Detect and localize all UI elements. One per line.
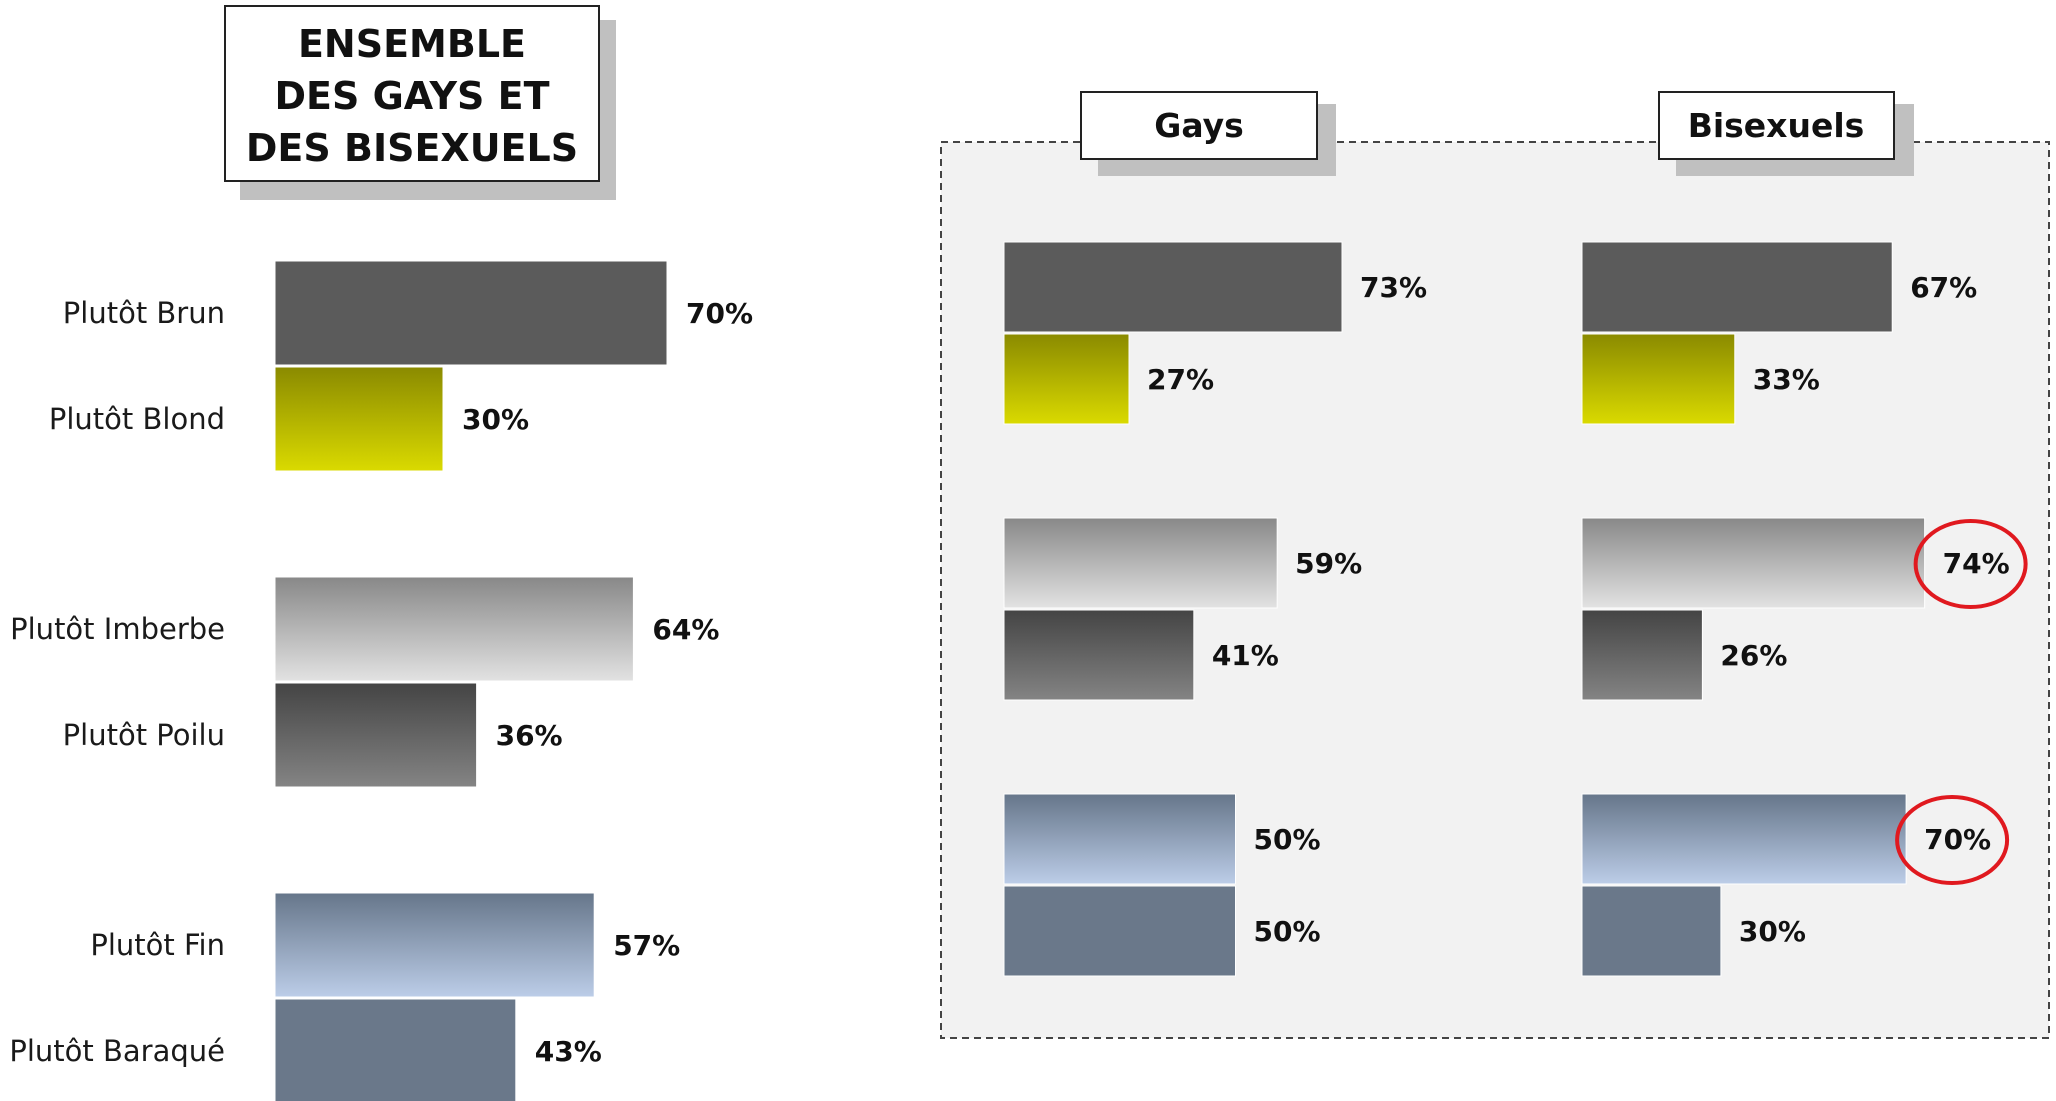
- category-label-brun: Plutôt Brun: [63, 296, 225, 330]
- gays-bar-fin: [1003, 793, 1236, 885]
- overall-bar-brun: [274, 260, 668, 366]
- overall-value-label-fin: 57%: [613, 929, 680, 962]
- bisexuels-highlight-circle-imberbe: [1913, 519, 2028, 609]
- category-label-fin: Plutôt Fin: [90, 928, 225, 962]
- overall-bar-imberbe: [274, 576, 634, 682]
- bisexuels-bar-blond: [1581, 333, 1736, 425]
- gays-value-label-blond: 27%: [1147, 363, 1214, 396]
- gays-bar-imberbe: [1003, 517, 1278, 609]
- bars-layer: 70% Plutôt Brun 30% Plutôt Blond 64% Plutôt I…: [9, 241, 2028, 1101]
- bisexuels-value-label-blond: 33%: [1753, 363, 1820, 396]
- overall-bar-poilu: [274, 682, 478, 788]
- overall-value-label-imberbe: 64%: [652, 613, 719, 646]
- gays-bar-poilu: [1003, 609, 1195, 701]
- overall-value-label-brun: 70%: [686, 297, 753, 330]
- gays-value-label-baraque: 50%: [1254, 915, 1321, 948]
- bisexuels-value-label-brun: 67%: [1910, 271, 1977, 304]
- gays-value-label-imberbe: 59%: [1295, 547, 1362, 580]
- gays-bar-baraque: [1003, 885, 1236, 977]
- overall-bar-baraque: [274, 998, 517, 1101]
- bisexuels-value-label-poilu: 26%: [1720, 639, 1787, 672]
- gays-header-frame: [1080, 91, 1318, 160]
- overall-title-line-3: DES BISEXUELS: [246, 126, 578, 170]
- bisexuels-bar-fin: [1581, 793, 1907, 885]
- overall-value-label-poilu: 36%: [496, 719, 563, 752]
- overall-title-line-1: ENSEMBLE: [298, 22, 526, 66]
- overall-bar-fin: [274, 892, 595, 998]
- bisexuels-header-frame: [1658, 91, 1895, 160]
- overall-title-line-2: DES GAYS ET: [274, 74, 549, 118]
- bisexuels-header-box: Bisexuels: [1658, 91, 1914, 176]
- overall-title-box: ENSEMBLE DES GAYS ET DES BISEXUELS: [224, 5, 616, 200]
- bisexuels-highlight-circle-fin: [1895, 795, 2010, 885]
- bisexuels-bar-imberbe: [1581, 517, 1926, 609]
- gays-bar-brun: [1003, 241, 1343, 333]
- category-label-blond: Plutôt Blond: [49, 402, 225, 436]
- overall-bar-blond: [274, 366, 444, 472]
- bisexuels-header-title: Bisexuels: [1688, 106, 1865, 145]
- gays-value-label-brun: 73%: [1360, 271, 1427, 304]
- gays-value-label-fin: 50%: [1254, 823, 1321, 856]
- bisexuels-value-label-baraque: 30%: [1739, 915, 1806, 948]
- gays-bar-blond: [1003, 333, 1130, 425]
- gays-value-label-poilu: 41%: [1212, 639, 1279, 672]
- bisexuels-bar-poilu: [1581, 609, 1703, 701]
- overall-value-label-baraque: 43%: [535, 1035, 602, 1068]
- category-label-poilu: Plutôt Poilu: [63, 718, 225, 752]
- bisexuels-value-label-imberbe: 74%: [1943, 547, 2010, 580]
- gays-header-title: Gays: [1154, 106, 1244, 145]
- bisexuels-bar-baraque: [1581, 885, 1722, 977]
- category-label-imberbe: Plutôt Imberbe: [10, 612, 225, 646]
- overall-value-label-blond: 30%: [462, 403, 529, 436]
- gays-header-box: Gays: [1080, 91, 1336, 176]
- overall-title-frame: [224, 5, 600, 182]
- bisexuels-bar-brun: [1581, 241, 1893, 333]
- bisexuels-value-label-fin: 70%: [1924, 823, 1991, 856]
- category-label-baraque: Plutôt Baraqué: [9, 1034, 225, 1068]
